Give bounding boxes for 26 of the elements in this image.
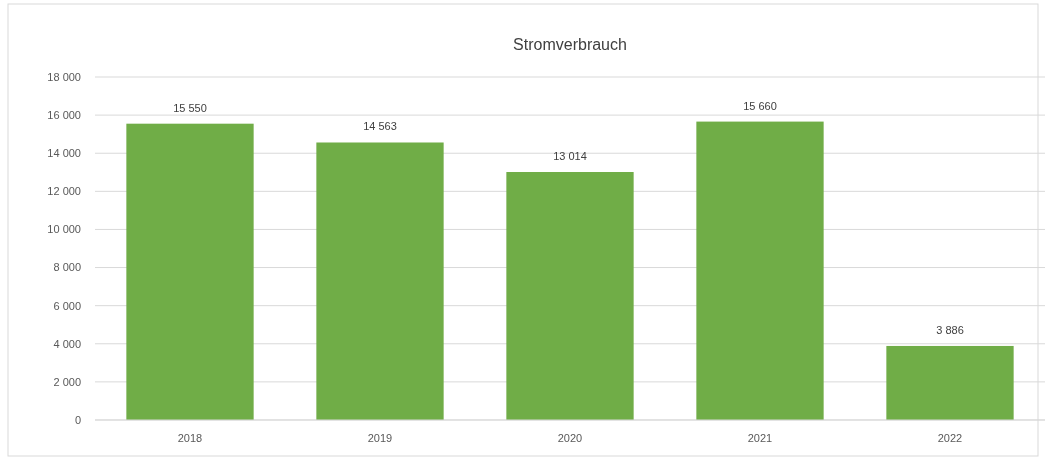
y-tick-label: 18 000 bbox=[47, 70, 81, 83]
x-tick-label: 2018 bbox=[177, 432, 203, 444]
y-tick-label: 10 000 bbox=[47, 223, 81, 236]
data-label: 14 563 bbox=[363, 120, 397, 133]
data-label: 13 014 bbox=[553, 150, 587, 163]
y-tick-label: 2 000 bbox=[53, 375, 81, 388]
y-tick-label: 6 000 bbox=[53, 299, 81, 312]
data-label: 15 660 bbox=[743, 99, 777, 112]
y-tick-label: 14 000 bbox=[47, 147, 81, 160]
y-tick-label: 8 000 bbox=[53, 261, 81, 274]
bar bbox=[696, 121, 824, 420]
y-tick-label: 12 000 bbox=[47, 185, 81, 198]
bar bbox=[886, 345, 1014, 420]
data-label: 15 550 bbox=[173, 101, 207, 114]
x-tick-label: 2020 bbox=[557, 432, 583, 444]
bar bbox=[126, 123, 254, 420]
x-tick-label: 2022 bbox=[937, 432, 963, 444]
y-tick-label: 0 bbox=[74, 413, 81, 426]
y-tick-label: 16 000 bbox=[47, 108, 81, 121]
bar bbox=[316, 142, 444, 420]
x-tick-label: 2021 bbox=[747, 432, 773, 444]
data-label: 3 886 bbox=[936, 323, 964, 336]
y-tick-label: 4 000 bbox=[53, 337, 81, 350]
x-tick-label: 2019 bbox=[367, 432, 393, 444]
chart-title: Stromverbrauch bbox=[513, 36, 627, 53]
bar bbox=[506, 172, 634, 420]
